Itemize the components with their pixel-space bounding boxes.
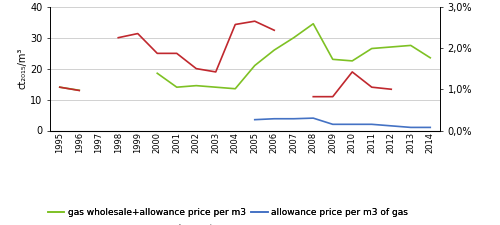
year-on-year energy savings rate [57, 86, 63, 88]
year-on-year energy savings rate [174, 52, 180, 55]
allowance price per m3 of gas [369, 123, 375, 126]
gas wholesale+allowance price per m3 [174, 86, 180, 88]
gas wholesale+allowance price per m3 [252, 64, 258, 67]
gas wholesale+allowance price per m3 [193, 84, 199, 87]
year-on-year energy savings rate [115, 36, 121, 39]
gas wholesale+allowance price per m3 [408, 44, 414, 47]
allowance price per m3 of gas [349, 123, 355, 126]
Line: allowance price per m3 of gas: allowance price per m3 of gas [255, 118, 430, 127]
gas wholesale+allowance price per m3 [369, 47, 375, 50]
gas wholesale+allowance price per m3 [271, 49, 277, 52]
gas wholesale+allowance price per m3 [330, 58, 336, 61]
gas wholesale+allowance price per m3 [427, 56, 433, 59]
year-on-year energy savings rate [427, 115, 433, 118]
gas wholesale+allowance price per m3 [232, 87, 238, 90]
year-on-year energy savings rate [154, 52, 160, 55]
gas wholesale+allowance price per m3 [349, 60, 355, 62]
gas wholesale+allowance price per m3 [213, 86, 219, 88]
year-on-year energy savings rate [232, 23, 238, 26]
gas wholesale+allowance price per m3 [310, 22, 316, 25]
allowance price per m3 of gas [330, 123, 336, 126]
allowance price per m3 of gas [271, 117, 277, 120]
year-on-year energy savings rate [369, 86, 375, 88]
allowance price per m3 of gas [252, 118, 258, 121]
year-on-year energy savings rate [76, 89, 82, 92]
allowance price per m3 of gas [310, 117, 316, 119]
gas wholesale+allowance price per m3 [291, 36, 297, 39]
year-on-year energy savings rate [310, 95, 316, 98]
Line: year-on-year energy savings rate: year-on-year energy savings rate [60, 21, 430, 117]
year-on-year energy savings rate [252, 20, 258, 22]
Y-axis label: ct₂₀₁₅/m³: ct₂₀₁₅/m³ [17, 48, 27, 89]
gas wholesale+allowance price per m3 [154, 72, 160, 75]
year-on-year energy savings rate [213, 71, 219, 73]
gas wholesale+allowance price per m3 [76, 89, 82, 92]
allowance price per m3 of gas [388, 124, 394, 127]
year-on-year energy savings rate [271, 29, 277, 32]
gas wholesale+allowance price per m3 [57, 86, 63, 88]
year-on-year energy savings rate [135, 32, 141, 35]
year-on-year energy savings rate [388, 88, 394, 91]
gas wholesale+allowance price per m3 [115, 80, 121, 82]
Legend: year-on-year energy savings rate: year-on-year energy savings rate [44, 220, 222, 225]
allowance price per m3 of gas [291, 117, 297, 120]
year-on-year energy savings rate [349, 71, 355, 73]
allowance price per m3 of gas [427, 126, 433, 129]
gas wholesale+allowance price per m3 [388, 46, 394, 48]
Line: gas wholesale+allowance price per m3: gas wholesale+allowance price per m3 [60, 24, 430, 90]
allowance price per m3 of gas [408, 126, 414, 129]
year-on-year energy savings rate [193, 67, 199, 70]
Legend: gas wholesale+allowance price per m3, allowance price per m3 of gas: gas wholesale+allowance price per m3, al… [44, 204, 412, 220]
year-on-year energy savings rate [330, 95, 336, 98]
